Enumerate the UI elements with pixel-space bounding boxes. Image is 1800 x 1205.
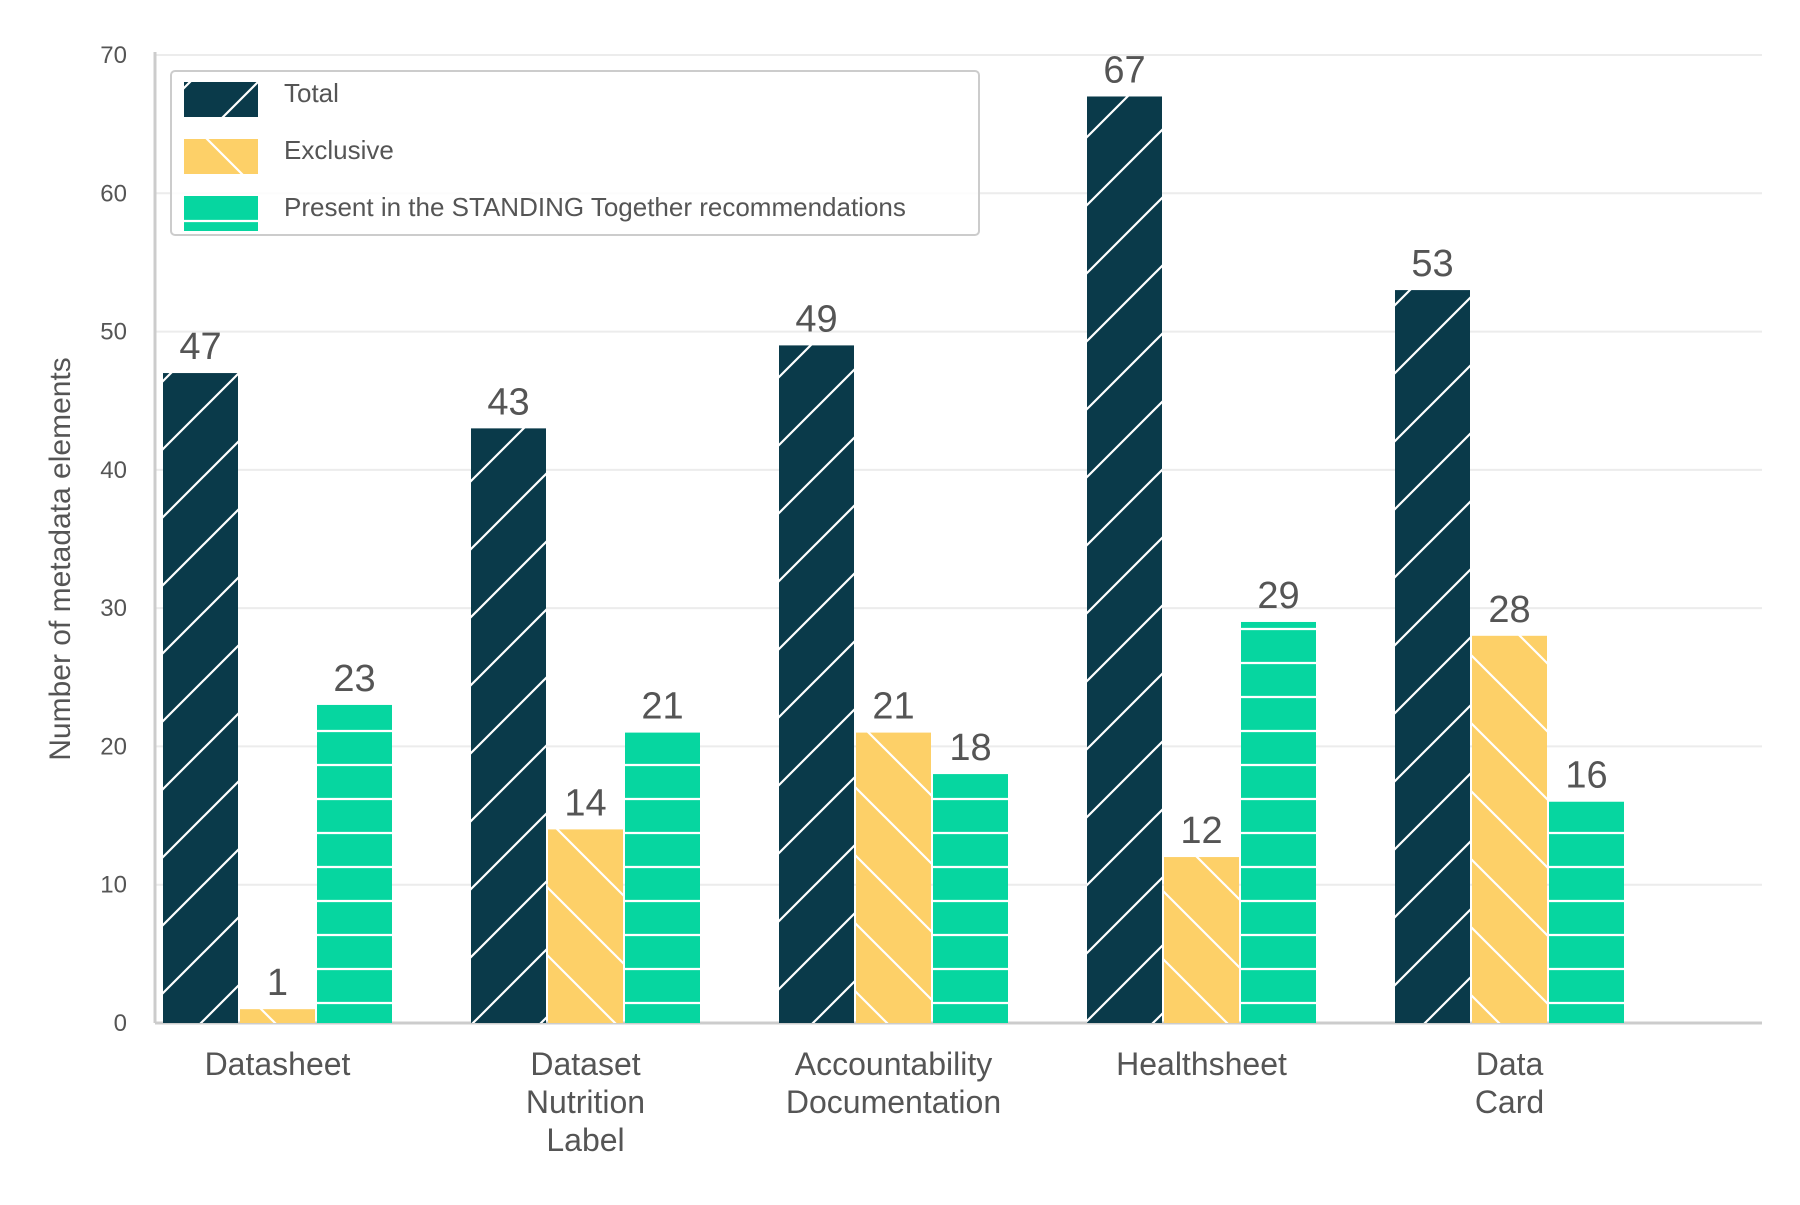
x-tick-label-line: Accountability bbox=[795, 1046, 992, 1082]
y-tick-label: 40 bbox=[100, 457, 127, 484]
legend-label: Exclusive bbox=[284, 135, 394, 165]
x-tick-label: Data Card bbox=[1475, 1046, 1544, 1120]
bar bbox=[1472, 635, 1547, 1023]
x-tick-label-line: Documentation bbox=[786, 1084, 1001, 1120]
data-label: 14 bbox=[564, 782, 606, 824]
legend-swatch bbox=[184, 82, 258, 117]
x-tick-label-line: Dataset bbox=[530, 1046, 640, 1082]
y-tick-label: 50 bbox=[100, 319, 127, 346]
legend-label: Present in the STANDING Together recomme… bbox=[284, 192, 906, 222]
bar bbox=[240, 1009, 315, 1023]
bar bbox=[1549, 801, 1624, 1023]
bar bbox=[856, 732, 931, 1023]
bar bbox=[625, 732, 700, 1023]
bar bbox=[471, 428, 546, 1023]
legend-swatch bbox=[184, 196, 258, 231]
data-label: 23 bbox=[333, 658, 375, 700]
bar bbox=[779, 345, 854, 1023]
legend-box bbox=[170, 70, 980, 236]
bars bbox=[163, 96, 1624, 1024]
data-labels: 47 1 23 Datasheet 43 14 21 Dataset Nutrition Labe… bbox=[179, 49, 1607, 1158]
y-tick-label: 10 bbox=[100, 872, 127, 899]
data-label: 18 bbox=[949, 727, 991, 769]
data-label: 12 bbox=[1180, 810, 1222, 852]
x-tick-label-line: Healthsheet bbox=[1116, 1046, 1287, 1082]
y-tick-label: 30 bbox=[100, 595, 127, 622]
bar bbox=[548, 829, 623, 1023]
x-tick-label-line: Nutrition bbox=[526, 1084, 645, 1120]
x-tick-label: Datasheet bbox=[205, 1046, 351, 1082]
data-label: 21 bbox=[641, 686, 683, 728]
data-label: 53 bbox=[1411, 243, 1453, 285]
y-tick-label: 0 bbox=[114, 1010, 127, 1037]
x-tick-label-line: Label bbox=[546, 1122, 624, 1158]
y-axis-title: Number of metadata elements bbox=[44, 357, 77, 761]
y-tick-label: 60 bbox=[100, 180, 127, 207]
y-tick-labels: 0 10 20 30 40 50 60 70 bbox=[100, 42, 127, 1037]
data-label: 67 bbox=[1103, 49, 1145, 91]
x-tick-label: Healthsheet bbox=[1116, 1046, 1287, 1082]
legend: Total Exclusive Present in the STANDING To… bbox=[170, 70, 980, 236]
data-label: 21 bbox=[872, 686, 914, 728]
bar bbox=[317, 704, 392, 1023]
x-tick-label: Dataset Nutrition Label bbox=[526, 1046, 645, 1158]
legend-swatch bbox=[184, 139, 258, 174]
data-label: 49 bbox=[795, 298, 837, 340]
bar bbox=[933, 774, 1008, 1023]
x-tick-label: Accountability Documentation bbox=[786, 1046, 1001, 1120]
data-label: 28 bbox=[1488, 589, 1530, 631]
data-label: 43 bbox=[487, 381, 529, 423]
bar bbox=[1164, 857, 1239, 1023]
y-tick-label: 20 bbox=[100, 733, 127, 760]
x-tick-label-line: Datasheet bbox=[205, 1046, 351, 1082]
data-label: 1 bbox=[267, 962, 288, 1004]
bar bbox=[1395, 290, 1470, 1024]
legend-label: Total bbox=[284, 78, 339, 108]
x-tick-label-line: Data bbox=[1476, 1046, 1544, 1082]
bar bbox=[1241, 621, 1316, 1023]
data-label: 16 bbox=[1565, 755, 1607, 797]
data-label: 29 bbox=[1257, 575, 1299, 617]
x-tick-label-line: Card bbox=[1475, 1084, 1544, 1120]
y-tick-label: 70 bbox=[100, 42, 127, 69]
data-label: 47 bbox=[179, 326, 221, 368]
bar bbox=[163, 373, 238, 1023]
bar bbox=[1087, 96, 1162, 1023]
